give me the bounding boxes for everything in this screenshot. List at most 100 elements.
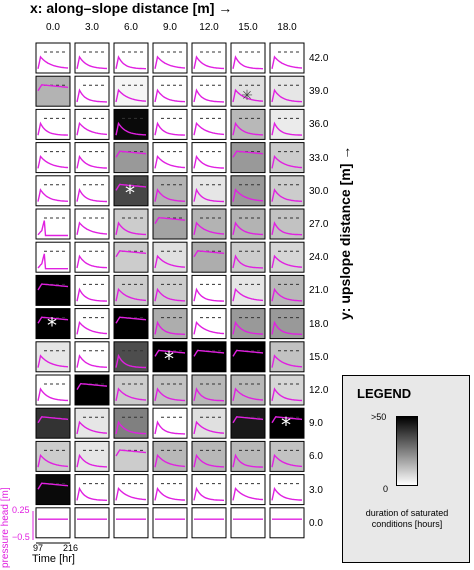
pressure-head-curve <box>193 453 225 468</box>
pressure-head-curve <box>271 354 303 368</box>
pressure-tick-max: 0.25 <box>12 505 30 515</box>
pressure-head-curve <box>232 487 264 501</box>
x-tick-label: 12.0 <box>199 22 219 33</box>
pressure-head-curve <box>115 287 147 302</box>
pressure-head-curve <box>115 150 147 158</box>
pressure-head-curve <box>154 387 186 402</box>
pressure-head-curve <box>154 254 186 269</box>
pressure-head-curve <box>193 154 225 169</box>
pressure-head-curve <box>154 486 186 501</box>
y-tick-label: 24.0 <box>309 252 329 264</box>
heatmap-cell <box>113 440 149 472</box>
pressure-head-curve <box>193 321 225 335</box>
pressure-head-curve <box>37 316 69 324</box>
x-tick-label: 0.0 <box>46 22 60 33</box>
pressure-head-curve <box>115 420 147 435</box>
pressure-head-curve <box>193 121 225 136</box>
pressure-head-curve <box>193 88 224 103</box>
pressure-head-curve <box>37 188 69 202</box>
pressure-head-curve <box>154 349 186 357</box>
y-tick-label: 6.0 <box>309 451 323 463</box>
y-tick-label: 39.0 <box>309 86 329 98</box>
pressure-head-curve <box>76 55 108 70</box>
heatmap-cell <box>35 75 71 107</box>
pressure-head-curve <box>37 155 69 169</box>
pressure-head-curve <box>193 187 224 203</box>
pressure-head-curve <box>232 121 264 136</box>
pressure-head-curve <box>271 416 303 424</box>
x-tick-label: 18.0 <box>277 22 297 33</box>
pressure-head-curve <box>76 382 108 390</box>
pressure-head-curve <box>37 253 68 270</box>
y-tick-label: 27.0 <box>309 219 329 230</box>
heatmap-cell <box>269 507 305 539</box>
pressure-head-curve <box>232 188 264 202</box>
pressure-head-curve <box>37 55 69 69</box>
pressure-head-curve <box>37 283 69 291</box>
heatmap-cell <box>152 341 188 373</box>
heatmap-cell <box>152 208 188 240</box>
time-tick-start: 97 <box>33 543 44 553</box>
pressure-head-curve <box>154 55 186 69</box>
x-tick-label: 9.0 <box>163 22 177 33</box>
pressure-head-curve <box>154 216 186 224</box>
heatmap-cell <box>191 341 227 373</box>
cell-marker: * <box>281 413 291 437</box>
heatmap-cell <box>113 507 149 539</box>
chart-title: x: along–slope distance [m] → <box>30 0 233 16</box>
heatmap-cell <box>191 507 227 539</box>
heatmap-cell <box>35 407 71 439</box>
pressure-head-curve <box>271 55 303 69</box>
heatmap-cell <box>35 241 71 273</box>
heatmap-cell <box>113 308 149 340</box>
heatmap-cell <box>191 241 227 273</box>
pressure-head-curve <box>193 55 225 70</box>
pressure-head-curve <box>76 486 107 501</box>
pressure-head-curve <box>154 420 185 435</box>
heatmap-cell <box>35 308 71 340</box>
pressure-head-curve <box>115 183 147 191</box>
pressure-head-curve <box>37 453 69 468</box>
y-tick-label: 3.0 <box>309 484 323 496</box>
pressure-head-curve <box>193 420 225 435</box>
cell-marker: * <box>125 181 135 205</box>
pressure-head-curve <box>232 320 264 335</box>
pressure-head-curve <box>232 55 263 70</box>
pressure-head-curve <box>37 416 69 424</box>
pressure-head-curve <box>232 88 264 103</box>
pressure-head-curve <box>37 121 68 136</box>
pressure-head-curve <box>76 354 108 368</box>
x-tick-label: 15.0 <box>238 22 258 33</box>
pressure-head-curve <box>115 487 147 501</box>
cell-marker: * <box>47 314 57 338</box>
x-tick-label: 3.0 <box>85 22 99 33</box>
heatmap-cell <box>35 507 71 539</box>
cell-marker: * <box>164 347 174 371</box>
legend-min-label: 0 <box>383 484 389 494</box>
y-tick-label: 9.0 <box>309 418 323 430</box>
pressure-head-curve <box>271 387 303 402</box>
y-tick-label: 21.0 <box>309 285 329 297</box>
pressure-head-curve <box>115 387 147 401</box>
heatmap-cell <box>113 241 149 273</box>
legend-description: duration of saturated conditions [hours] <box>365 508 449 529</box>
heatmap-cell <box>35 274 71 306</box>
y-tick-label: 0.0 <box>309 517 323 529</box>
heatmap-cell <box>113 175 149 207</box>
pressure-head-curve <box>76 187 107 203</box>
pressure-head-curve <box>271 320 302 335</box>
pressure-head-curve <box>193 221 225 235</box>
y-tick-label: 33.0 <box>309 152 329 164</box>
pressure-head-curve <box>271 188 303 202</box>
pressure-head-curve <box>232 349 264 357</box>
pressure-head-curve <box>271 155 303 169</box>
pressure-head-curve <box>271 254 303 269</box>
pressure-head-curve <box>76 321 108 335</box>
heatmap-cell <box>230 407 266 439</box>
pressure-head-curve <box>232 221 264 236</box>
pressure-head-curve <box>271 221 302 236</box>
y-tick-label: 18.0 <box>309 318 329 330</box>
pressure-head-curve <box>232 453 263 468</box>
pressure-head-curve <box>232 416 264 424</box>
